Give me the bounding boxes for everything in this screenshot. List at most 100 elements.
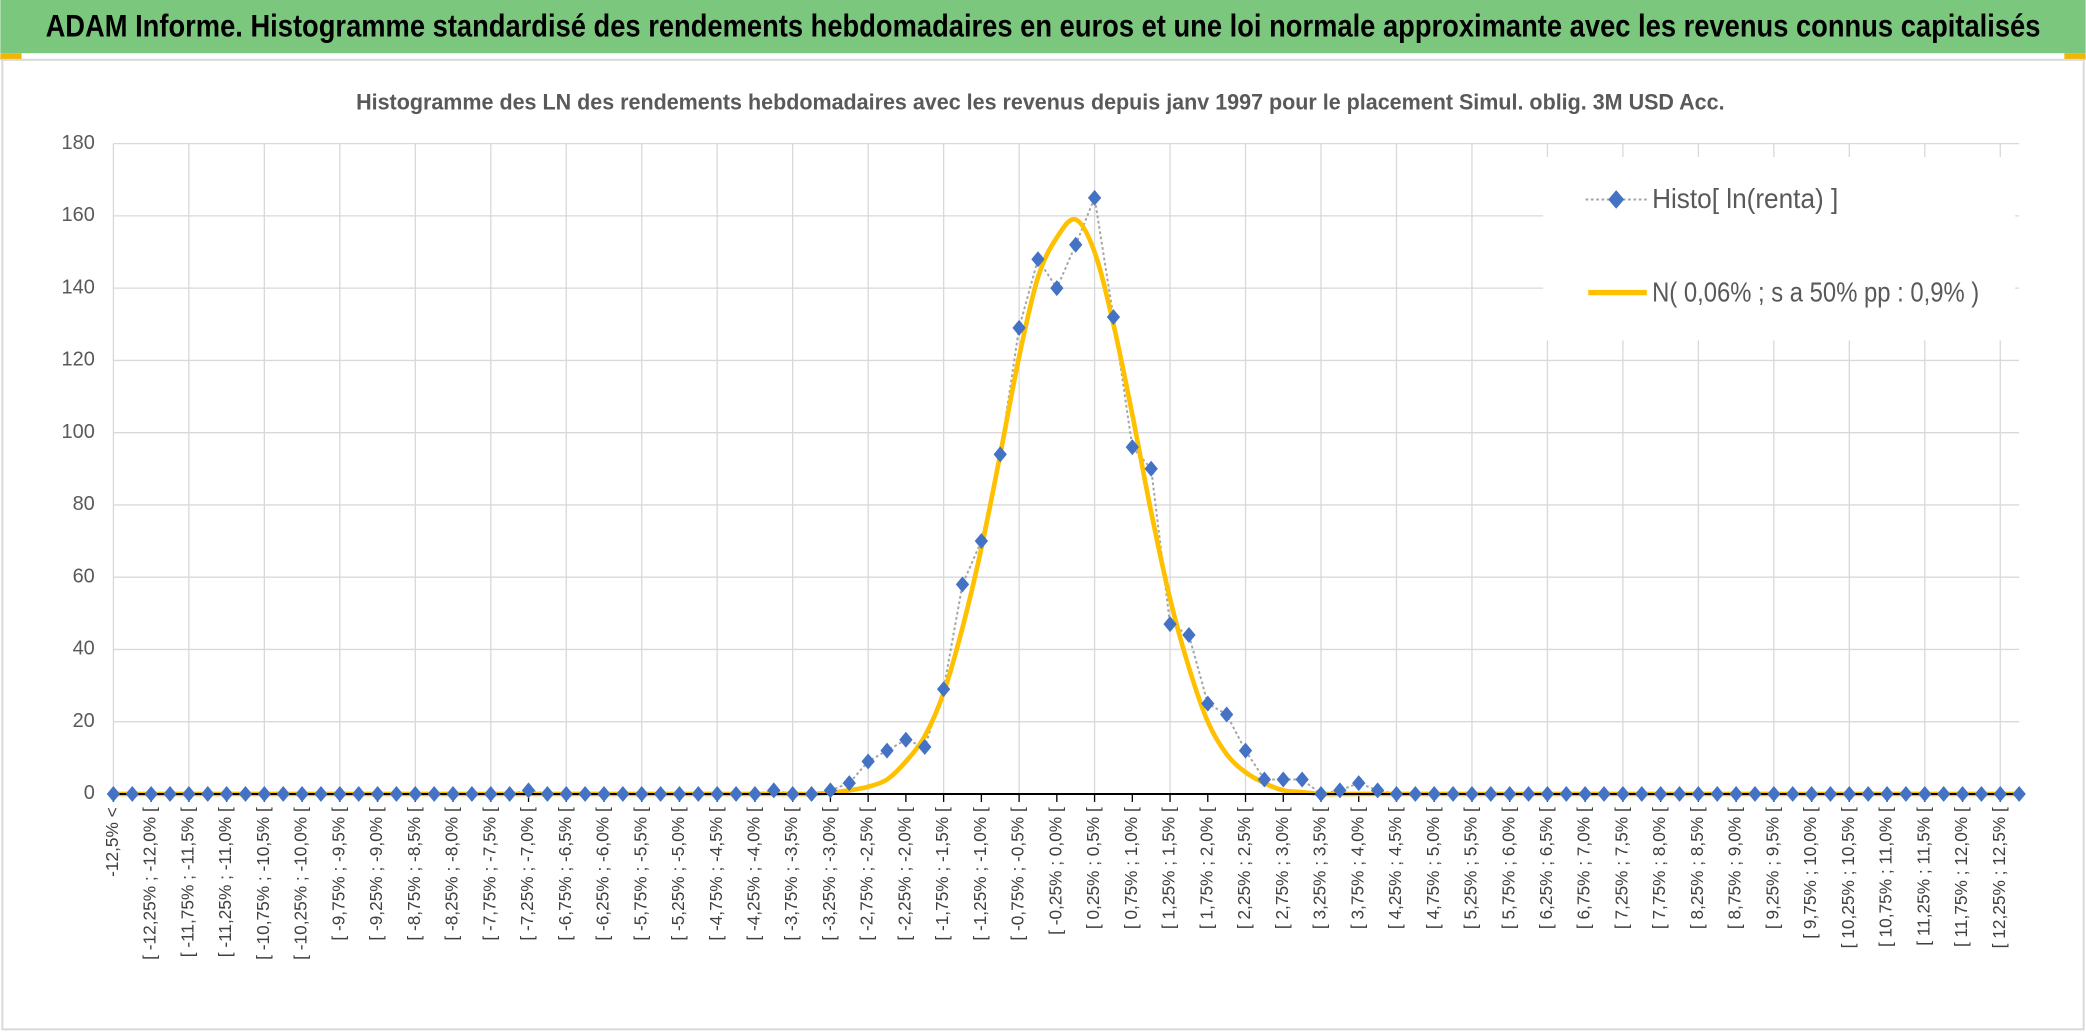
x-tick-label: [ -7,25% ; -7,0% [	[517, 807, 537, 941]
x-tick-label: [ -7,75% ; -7,5% [	[479, 807, 499, 941]
x-tick-label: [ -6,25% ; -6,0% [	[593, 807, 613, 941]
histo-point	[1182, 627, 1196, 643]
histo-point	[842, 775, 856, 792]
x-tick-label: [ 10,75% ; 11,0% [	[1876, 807, 1896, 947]
x-tick-label: [ 7,75% ; 8,0% [	[1649, 807, 1669, 929]
x-tick-label: [ -10,25% ; -10,0% [	[291, 807, 311, 960]
histo-point	[1899, 785, 1913, 802]
histo-point	[257, 785, 272, 802]
x-tick-label: [ -1,75% ; -1,5% [	[932, 807, 952, 941]
x-tick-label: [ -10,75% ; -10,5% [	[253, 807, 273, 960]
histo-point	[1804, 785, 1819, 802]
histo-point	[559, 785, 573, 802]
legend-marker	[1608, 190, 1625, 209]
x-tick-label: -12,5% <	[102, 807, 122, 877]
histo-point	[748, 785, 762, 802]
histo-point	[1408, 785, 1422, 802]
x-tick-label: [ 2,75% ; 3,0% [	[1272, 807, 1292, 929]
corner-accent	[0, 53, 22, 60]
histo-point	[1786, 785, 1800, 802]
histo-point	[1861, 785, 1875, 802]
x-tick-label: [ 8,75% ; 9,0% [	[1725, 807, 1745, 929]
histo-point	[238, 785, 253, 802]
x-tick-label: [ 0,25% ; 0,5% [	[1083, 807, 1103, 929]
x-tick-label: [ -5,25% ; -5,0% [	[668, 807, 688, 941]
histo-point	[1276, 771, 1290, 788]
x-tick-label: [ 9,75% ; 10,0% [	[1800, 807, 1820, 939]
histo-point	[880, 742, 894, 759]
histo-point	[918, 739, 932, 755]
x-tick-label: [ 12,25% ; 12,5% [	[1989, 807, 2009, 948]
histo-point	[1201, 695, 1215, 712]
corner-accent	[2064, 53, 2086, 60]
histo-point	[1484, 785, 1498, 802]
y-tick-label: 80	[73, 493, 95, 515]
histo-point	[389, 785, 404, 802]
x-tick-label: [ -0,75% ; -0,5% [	[1008, 807, 1028, 941]
histo-point	[1503, 785, 1517, 802]
x-tick-label: [ -4,25% ; -4,0% [	[744, 807, 764, 941]
histo-point	[1767, 785, 1781, 802]
histo-point	[1125, 439, 1139, 456]
x-tick-label: [ 11,75% ; 12,0% [	[1951, 807, 1971, 947]
histo-point	[1578, 785, 1592, 802]
y-tick-label: 20	[73, 710, 95, 732]
x-tick-label: [ 7,25% ; 7,5% [	[1611, 807, 1631, 929]
x-tick-label: [ -3,75% ; -3,5% [	[781, 807, 801, 941]
x-tick-label: [ 1,75% ; 2,0% [	[1196, 807, 1216, 929]
histo-point	[502, 785, 517, 802]
histo-point	[1955, 785, 1970, 802]
y-tick-label: 0	[84, 782, 95, 804]
histo-point	[465, 785, 479, 802]
x-tick-label: [ -0,25% ; 0,0% [	[1045, 807, 1065, 935]
header-title: ADAM Informe. Histogramme standardisé de…	[46, 7, 2041, 43]
y-tick-label: 160	[62, 204, 95, 226]
x-tick-label: [ 5,75% ; 6,0% [	[1498, 807, 1518, 929]
histo-point	[1748, 785, 1762, 802]
histo-point	[1559, 785, 1573, 802]
histo-point	[1427, 785, 1441, 802]
histo-point	[635, 785, 649, 802]
histo-point	[861, 753, 875, 770]
histo-point	[1823, 785, 1838, 802]
histo-point	[1465, 785, 1479, 802]
histo-point	[295, 785, 309, 802]
histo-point	[1842, 785, 1856, 802]
x-tick-label: [ -8,75% ; -8,5% [	[404, 807, 424, 941]
histo-point	[974, 533, 989, 550]
histo-point	[333, 785, 347, 802]
histo-point	[352, 785, 366, 802]
x-tick-label: [ 3,75% ; 4,0% [	[1347, 807, 1367, 929]
x-tick-label: [ 6,75% ; 7,0% [	[1574, 807, 1594, 929]
histo-point	[710, 785, 724, 802]
x-tick-label: [ 1,25% ; 1,5% [	[1159, 807, 1179, 929]
histo-point	[597, 785, 611, 802]
legend-label: Histo[ ln(renta) ]	[1652, 183, 1838, 214]
histo-point	[408, 785, 422, 802]
x-tick-label: [ 10,25% ; 10,5% [	[1838, 807, 1858, 948]
x-tick-label: [ -5,75% ; -5,5% [	[630, 807, 650, 941]
x-tick-label: [ -2,75% ; -2,5% [	[857, 807, 877, 941]
x-tick-label: [ -12,25% ; -12,0% [	[140, 807, 160, 960]
histo-point	[578, 785, 592, 802]
histo-point	[446, 785, 460, 802]
histo-point	[616, 785, 630, 802]
histo-point	[804, 785, 819, 802]
plot-area	[106, 189, 2026, 802]
histo-point	[955, 576, 970, 593]
histo-point	[1729, 785, 1743, 802]
chart-border	[1, 58, 2085, 1031]
x-tick-label: [ 8,25% ; 8,5% [	[1687, 807, 1707, 929]
x-tick-label: [ -3,25% ; -3,0% [	[819, 807, 839, 941]
x-tick-label: [ 2,25% ; 2,5% [	[1234, 807, 1254, 929]
histo-point	[1653, 785, 1668, 802]
x-tick-label: [ 9,25% ; 9,5% [	[1762, 807, 1782, 929]
histo-point	[1087, 189, 1102, 206]
histo-point	[1993, 785, 2007, 802]
histo-point	[106, 785, 121, 802]
x-tick-label: [ -8,25% ; -8,0% [	[442, 807, 462, 941]
grid: 0 20 40 60 80 100 120 140 160 180 -12,5% < [ -12,25…	[62, 132, 2020, 960]
histo-point	[540, 785, 555, 802]
histo-point	[1918, 785, 1932, 802]
